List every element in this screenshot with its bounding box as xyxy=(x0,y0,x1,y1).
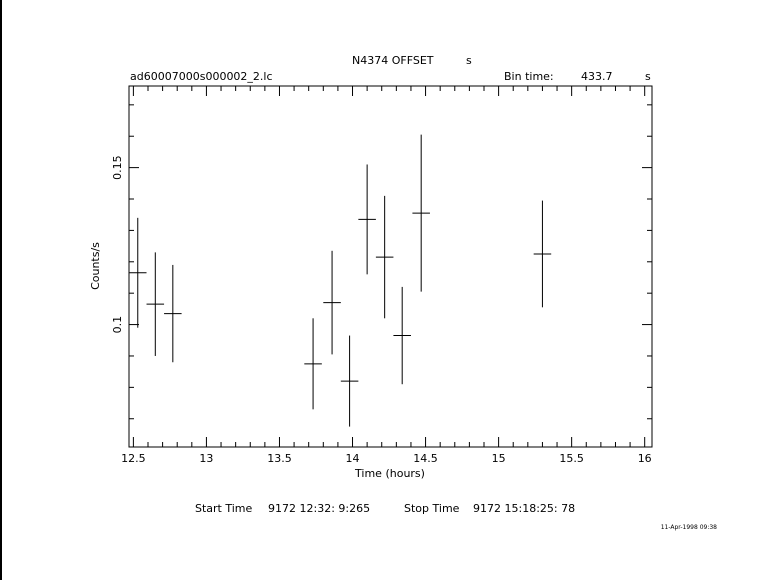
bin-time-unit: s xyxy=(645,70,651,83)
x-tick-labels: 12.5 13 13.5 14 14.5 15 15.5 16 xyxy=(121,452,652,465)
file-name: ad60007000s000002_2.lc xyxy=(130,70,273,83)
data-point xyxy=(412,134,430,292)
data-point xyxy=(533,200,552,308)
x-tick-label: 13.5 xyxy=(267,452,292,465)
x-axis-label: Time (hours) xyxy=(354,467,425,480)
y-tick-label: 0.1 xyxy=(111,316,124,334)
y-axis-label: Counts/s xyxy=(89,242,102,290)
stop-time-value: 9172 15:18:25: 78 xyxy=(473,502,575,515)
x-tick-label: 16 xyxy=(638,452,652,465)
bin-time-value: 433.7 xyxy=(581,70,613,83)
start-time-value: 9172 12:32: 9:265 xyxy=(268,502,370,515)
x-tick-label: 15.5 xyxy=(559,452,584,465)
data-point xyxy=(340,335,359,427)
x-tick-label: 14.5 xyxy=(413,452,438,465)
data-point xyxy=(164,264,182,363)
data-point xyxy=(358,164,376,275)
x-tick-label: 12.5 xyxy=(121,452,146,465)
data-point xyxy=(323,250,341,355)
data-point xyxy=(129,217,147,328)
data-points xyxy=(129,134,552,427)
bin-time-label: Bin time: xyxy=(504,70,554,83)
stop-time-label: Stop Time xyxy=(404,502,460,515)
data-point xyxy=(393,286,411,385)
x-tick-label: 14 xyxy=(346,452,360,465)
date-stamp: 11-Apr-1998 09:38 xyxy=(661,524,717,531)
y-tick-labels: 0.1 0.15 xyxy=(111,155,124,333)
window-left-edge xyxy=(0,0,2,580)
axis-ticks xyxy=(129,86,652,447)
data-point xyxy=(375,195,394,319)
object-title: N4374 OFFSET xyxy=(352,54,434,67)
object-title-unit: s xyxy=(466,54,472,67)
y-tick-label: 0.15 xyxy=(111,155,124,180)
data-point xyxy=(304,318,322,410)
plot-frame xyxy=(128,85,653,448)
data-point xyxy=(146,252,165,356)
x-tick-label: 15 xyxy=(492,452,506,465)
start-time-label: Start Time xyxy=(195,502,253,515)
x-tick-label: 13 xyxy=(199,452,213,465)
